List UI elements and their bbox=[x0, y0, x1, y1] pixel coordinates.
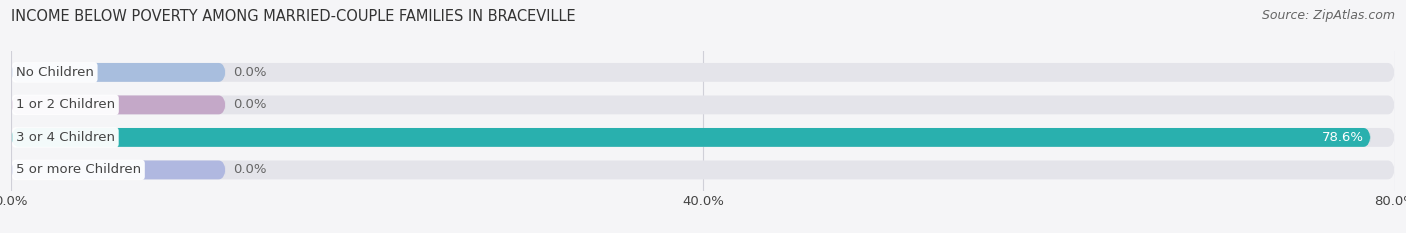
Text: Source: ZipAtlas.com: Source: ZipAtlas.com bbox=[1261, 9, 1395, 22]
FancyBboxPatch shape bbox=[11, 63, 1395, 82]
Text: 0.0%: 0.0% bbox=[233, 163, 267, 176]
FancyBboxPatch shape bbox=[11, 161, 1395, 179]
Text: 0.0%: 0.0% bbox=[233, 66, 267, 79]
FancyBboxPatch shape bbox=[11, 96, 226, 114]
FancyBboxPatch shape bbox=[11, 128, 1371, 147]
FancyBboxPatch shape bbox=[11, 161, 226, 179]
Text: INCOME BELOW POVERTY AMONG MARRIED-COUPLE FAMILIES IN BRACEVILLE: INCOME BELOW POVERTY AMONG MARRIED-COUPL… bbox=[11, 9, 576, 24]
Text: 5 or more Children: 5 or more Children bbox=[15, 163, 141, 176]
Text: 1 or 2 Children: 1 or 2 Children bbox=[15, 98, 115, 111]
FancyBboxPatch shape bbox=[11, 96, 1395, 114]
Text: No Children: No Children bbox=[15, 66, 94, 79]
FancyBboxPatch shape bbox=[11, 63, 226, 82]
FancyBboxPatch shape bbox=[11, 128, 1395, 147]
Text: 78.6%: 78.6% bbox=[1322, 131, 1364, 144]
Text: 3 or 4 Children: 3 or 4 Children bbox=[15, 131, 115, 144]
Text: 0.0%: 0.0% bbox=[233, 98, 267, 111]
